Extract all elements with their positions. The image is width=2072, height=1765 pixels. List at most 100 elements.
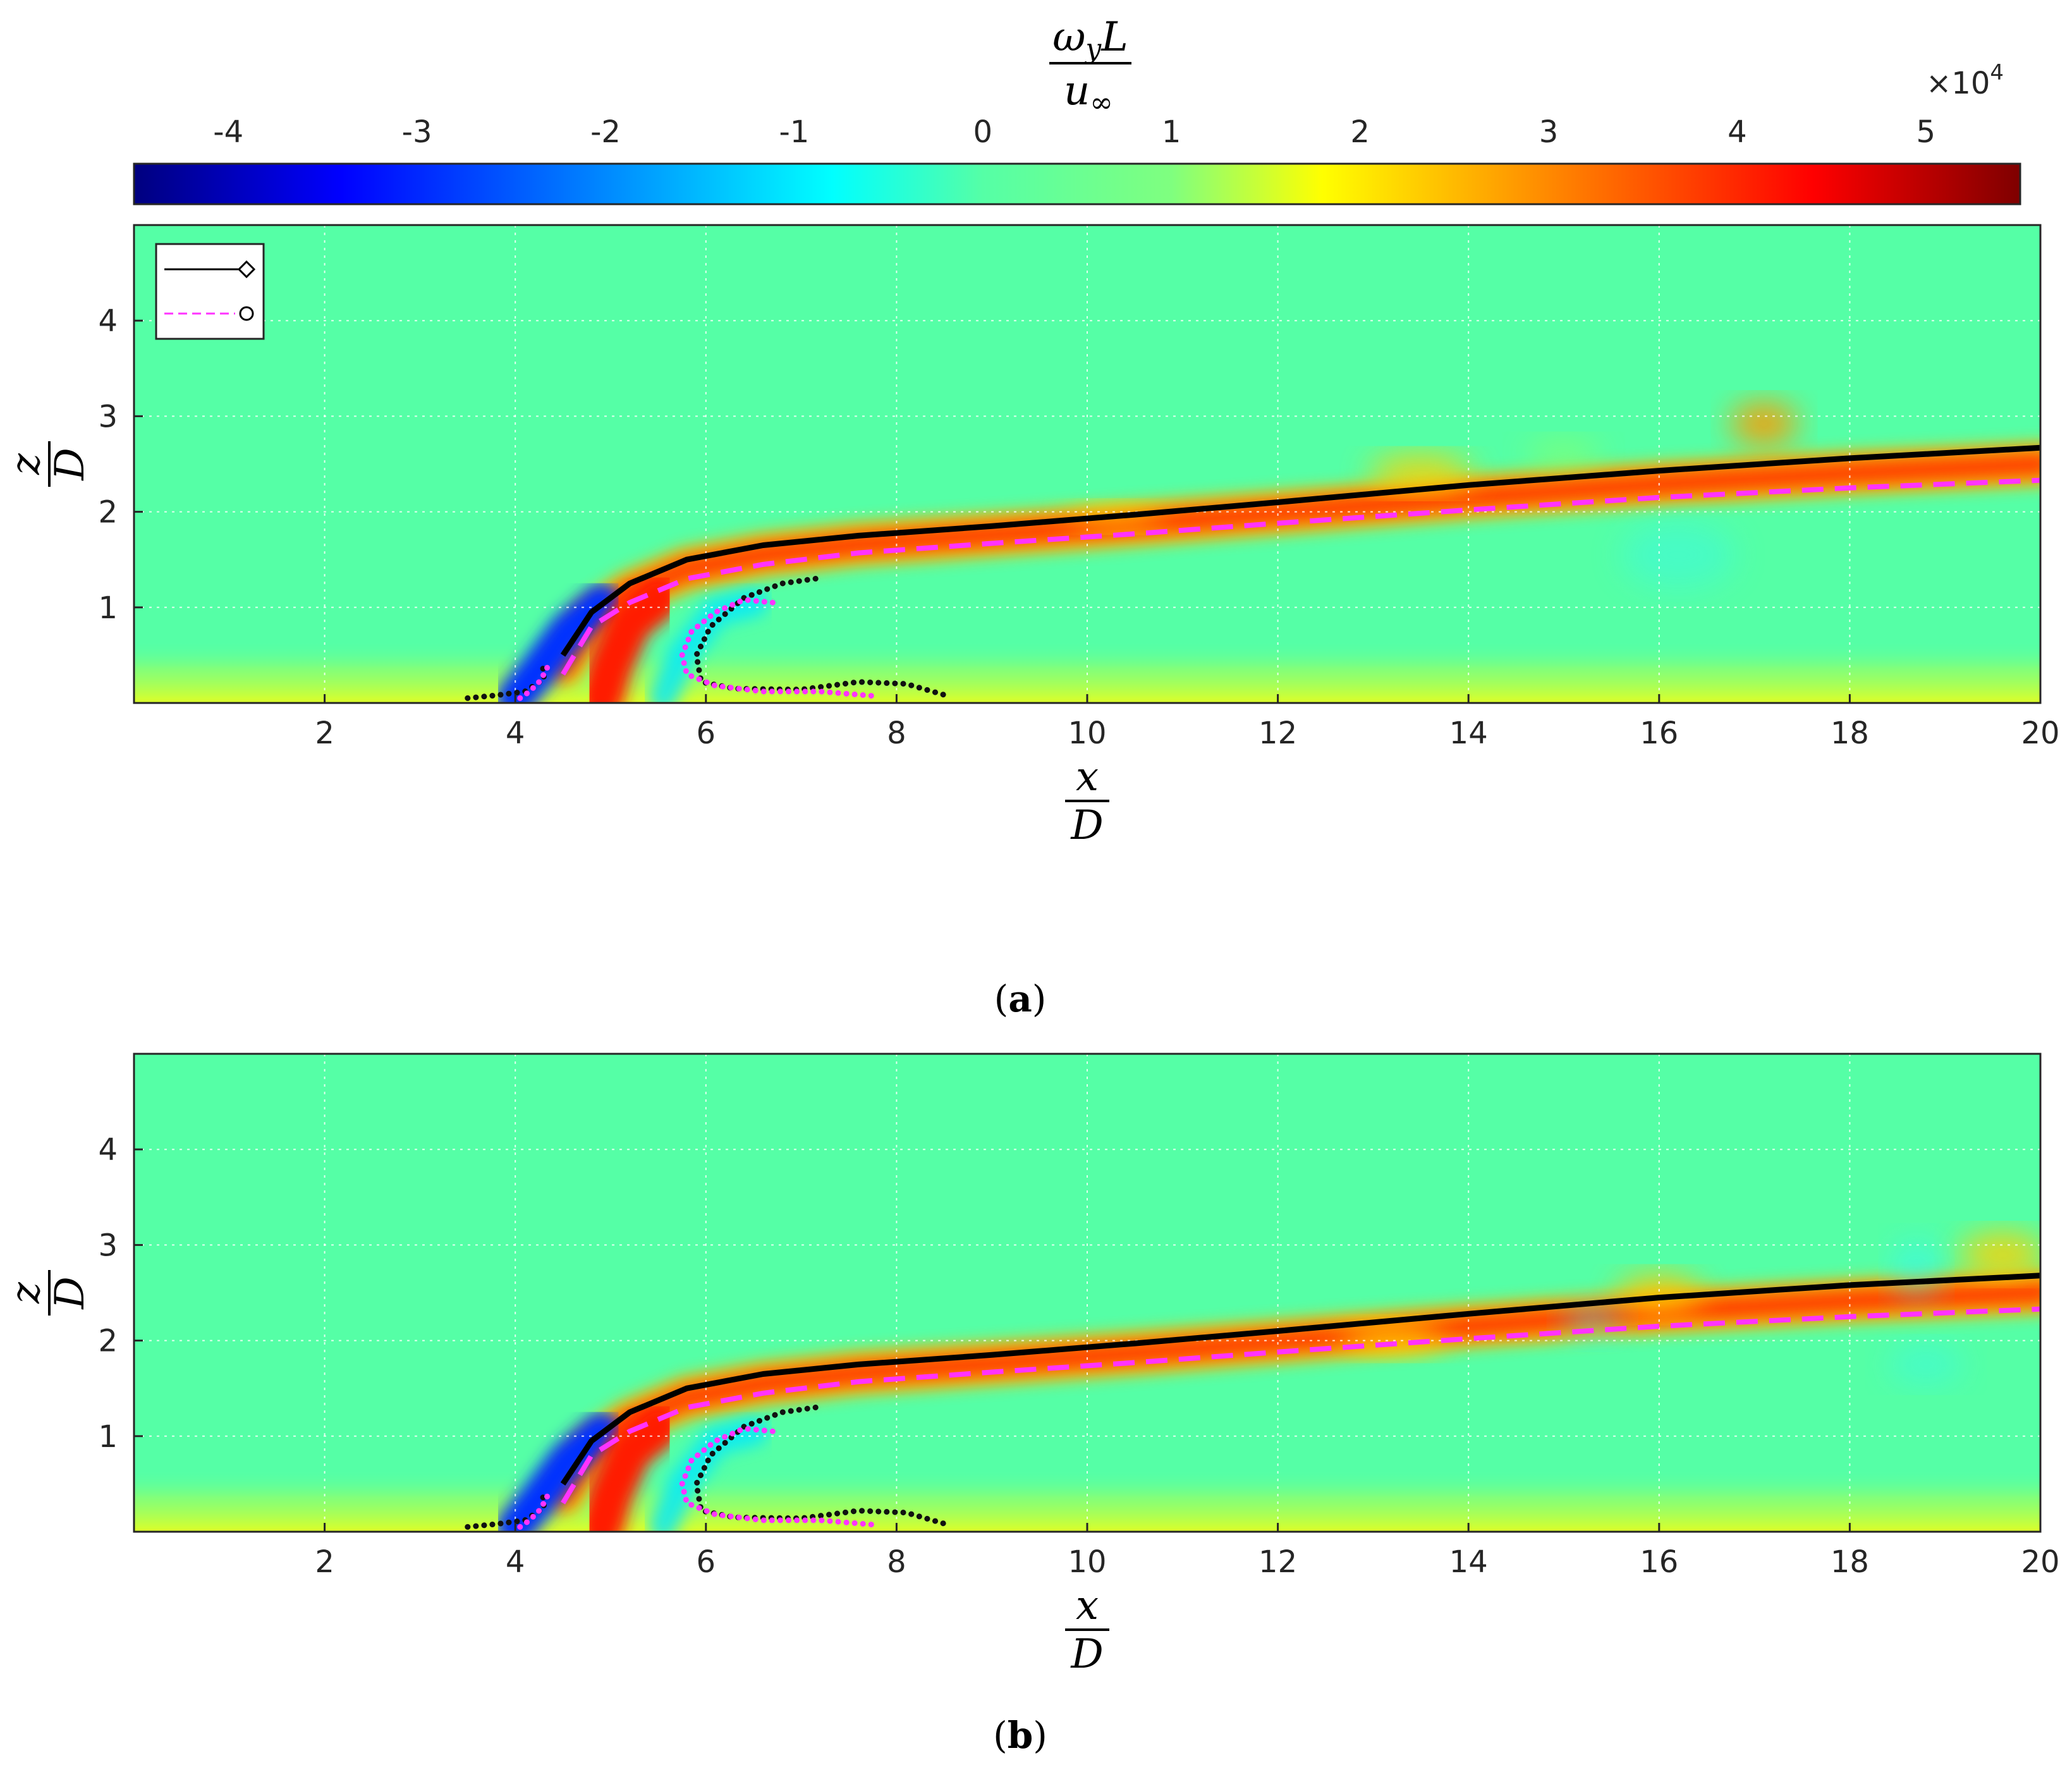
y-axis-label: zD [3,1270,94,1316]
x-tick-label: 2 [315,1544,334,1580]
x-tick-label: 14 [1449,1544,1488,1580]
colorbar-tick-label: 0 [973,114,993,150]
caption-b-close: ) [1033,1714,1047,1757]
colorbar-tick-label: -3 [402,114,432,150]
colorbar-label-u: u [1064,68,1090,114]
y-tick-label: 4 [98,303,118,339]
diamond-icon [237,260,256,279]
colorbar-label-sub-y: y [1084,33,1102,65]
x-axis-label-numerator: x [1076,754,1099,800]
colorbar-tick-labels: -4 -3 -2 -1 0 1 2 3 4 5 [213,114,1935,171]
colorbar-tick-label: 5 [1917,114,1936,150]
legend-box [155,243,265,340]
x-axis-label-numerator: x [1076,1582,1099,1629]
contour-dotted [517,662,552,701]
vorticity-structure [1621,521,1736,589]
x-tick-label: 14 [1449,716,1488,751]
colorbar-tick-label: 3 [1539,114,1559,150]
vorticity-structure [1564,1302,1621,1341]
contour-dotted [679,597,881,699]
caption-b: (b) [993,1714,1047,1757]
x-tick-label: 16 [1640,1544,1678,1580]
y-tick-label: 2 [98,495,118,530]
x-tick-label: 8 [887,1544,906,1580]
svg-text:ωyL: ωyL [1052,14,1128,65]
legend [155,243,265,340]
x-tick-label: 2 [315,716,334,751]
x-tick-label: 18 [1831,716,1869,751]
contour-dotted [693,575,952,699]
y-tick-label: 1 [98,1419,118,1455]
windward-negative-vorticity [496,583,620,703]
vorticity-structure [1616,1275,1702,1314]
colorbar-multiplier: ×104 [1926,60,2004,101]
x-tick-label: 10 [1068,716,1106,751]
vorticity-structure [1892,1240,1941,1298]
caption-b-open: ( [993,1714,1008,1757]
x-tick-label: 12 [1258,1544,1297,1580]
colorbar-label-L: L [1100,14,1128,61]
y-axis-label: zD [3,441,94,487]
colorbar: ωyL u∞ ×104 -4 -3 -2 -1 0 1 2 3 4 5 [133,14,2021,205]
x-tick-label: 20 [2021,1544,2059,1580]
colorbar-label-omega: ω [1052,14,1085,61]
vorticity-structure [1887,1345,1965,1384]
y-axis-label-numerator: z [3,1281,49,1304]
y-tick-label: 3 [98,399,118,434]
y-tick-label: 4 [98,1132,118,1168]
x-tick-label: 18 [1831,1544,1869,1580]
leeward-positive-vorticity [578,575,681,703]
vorticity-structure [1339,1323,1445,1354]
colorbar-tick-label: -4 [213,114,243,150]
colorbar-label-sub-inf: ∞ [1090,87,1113,119]
trajectory-solid [560,444,2040,657]
y-axis-label-denominator: D [47,448,94,480]
x-tick-label: 8 [887,716,906,751]
x-tick-label: 10 [1068,1544,1106,1580]
y-tick-label: 2 [98,1324,118,1359]
caption-a-close: ) [1032,977,1047,1020]
x-axis-label-denominator: D [1070,1631,1103,1678]
data-series [465,444,2040,701]
colorbar-multiplier-base: ×10 [1926,66,1990,101]
trajectory-solid [560,1273,2040,1486]
contour-dotted [465,662,547,701]
trajectory-dashed [561,1306,2040,1505]
colorbar-label: ωyL u∞ [1049,14,1131,119]
x-tick-label: 4 [506,1544,525,1580]
x-tick-label: 12 [1258,716,1297,751]
y-axis-label-numerator: z [3,453,49,475]
contour-dotted [693,1404,952,1528]
contour-dotted [517,1491,552,1530]
contour-dotted [465,1491,547,1530]
colorbar-tick-label: 1 [1162,114,1181,150]
y-tick-label: 1 [98,590,118,626]
colorbar-tick-label: -2 [590,114,621,150]
colorbar-tick-label: -1 [779,114,809,150]
vorticity-structure [1959,1233,2040,1276]
circle-icon [239,306,254,321]
vorticity-structure [1368,456,1473,491]
x-tick-label: 6 [697,1544,716,1580]
caption-a-open: ( [994,977,1009,1020]
leeward-positive-vorticity [578,1404,681,1532]
caption-b-letter: b [1008,1714,1033,1757]
caption-a-letter: a [1008,977,1032,1020]
colorbar-multiplier-exp: 4 [1990,60,2004,85]
colorbar-gradient [133,162,2021,205]
colorbar-tick-label: 4 [1728,114,1747,150]
trajectory-dashed [561,477,2040,676]
x-tick-label: 20 [2021,716,2059,751]
contour-dotted [679,1426,881,1528]
y-tick-label: 3 [98,1228,118,1263]
x-tick-label: 4 [506,716,525,751]
colorbar-tick-label: 2 [1350,114,1370,150]
vorticity-structure [1525,440,1602,469]
windward-negative-vorticity [496,1412,620,1532]
caption-a: (a) [994,977,1047,1020]
svg-text:u∞: u∞ [1064,68,1113,119]
y-axis-label-denominator: D [47,1276,94,1309]
x-axis-label-denominator: D [1070,802,1103,849]
